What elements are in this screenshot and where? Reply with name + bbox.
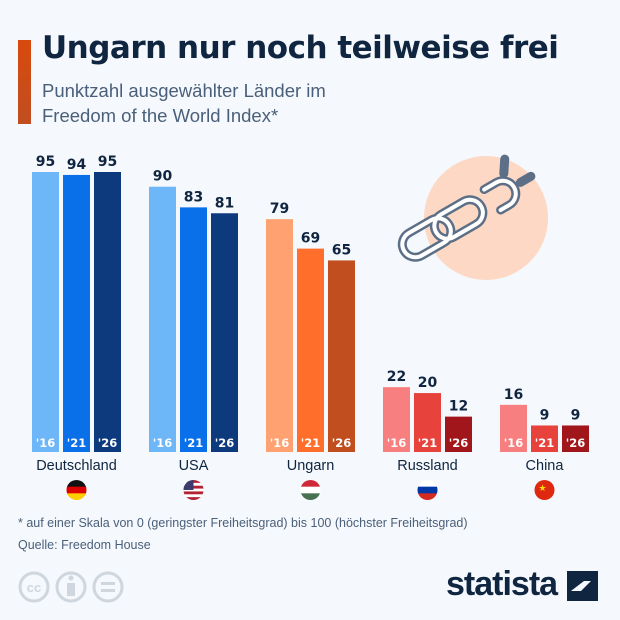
bar	[94, 172, 121, 452]
bar	[266, 219, 293, 452]
chart-subtitle: Punktzahl ausgewählter Länder im Freedom…	[42, 78, 326, 128]
bar	[211, 213, 238, 452]
subtitle-line-2: Freedom of the World Index*	[42, 105, 279, 126]
value-label: 94	[67, 157, 87, 173]
chart-title: Ungarn nur noch teilweise frei	[42, 30, 559, 66]
usa-flag	[183, 480, 204, 500]
year-label: '26	[215, 436, 235, 450]
value-label: 69	[301, 231, 320, 247]
category-label: China	[526, 458, 565, 474]
subtitle-line-1: Punktzahl ausgewählter Länder im	[42, 80, 326, 101]
source: Quelle: Freedom House	[18, 538, 151, 552]
year-label: '21	[67, 436, 87, 450]
bar	[32, 172, 59, 452]
value-label: 20	[418, 375, 438, 391]
bar	[180, 207, 207, 452]
hungary-flag	[300, 480, 321, 500]
bar	[297, 248, 324, 452]
bar	[149, 186, 176, 452]
svg-text:★: ★	[539, 484, 547, 494]
bar	[445, 416, 472, 452]
value-label: 90	[153, 169, 173, 185]
bar	[328, 260, 355, 452]
category-label: Ungarn	[287, 458, 335, 474]
year-label: '21	[418, 436, 438, 450]
year-label: '16	[270, 436, 290, 450]
bar	[383, 387, 410, 452]
statista-brand: statista	[446, 565, 558, 603]
chain-broken-icon	[397, 154, 548, 280]
value-label: 95	[98, 154, 117, 170]
year-label: '21	[535, 436, 555, 450]
category-label: Russland	[397, 458, 457, 474]
year-label: '21	[184, 436, 204, 450]
year-label: '16	[153, 436, 173, 450]
value-label: 65	[332, 242, 351, 258]
value-label: 9	[540, 407, 550, 423]
value-label: 22	[387, 369, 406, 385]
year-label: '26	[566, 436, 586, 450]
bar	[500, 404, 527, 452]
category-label: Deutschland	[36, 458, 117, 474]
year-label: '16	[504, 436, 524, 450]
year-label: '16	[387, 436, 407, 450]
value-label: 83	[184, 189, 203, 205]
year-label: '16	[36, 436, 56, 450]
value-label: 9	[571, 407, 581, 423]
china-flag: ★	[534, 480, 555, 500]
value-label: 79	[270, 201, 289, 217]
bar	[414, 393, 441, 452]
germany-flag	[66, 480, 87, 500]
category-label: USA	[179, 458, 209, 474]
value-label: 12	[449, 399, 468, 415]
bar	[531, 425, 558, 452]
year-label: '21	[301, 436, 321, 450]
value-label: 95	[36, 154, 55, 170]
bar	[63, 174, 90, 452]
russia-flag	[417, 480, 438, 500]
footnote: * auf einer Skala von 0 (geringster Frei…	[18, 516, 468, 530]
title-accent-bar	[18, 40, 31, 124]
bar	[562, 425, 589, 452]
year-label: '26	[449, 436, 469, 450]
value-label: 16	[504, 387, 523, 403]
value-label: 81	[215, 195, 234, 211]
year-label: '26	[98, 436, 118, 450]
year-label: '26	[332, 436, 352, 450]
